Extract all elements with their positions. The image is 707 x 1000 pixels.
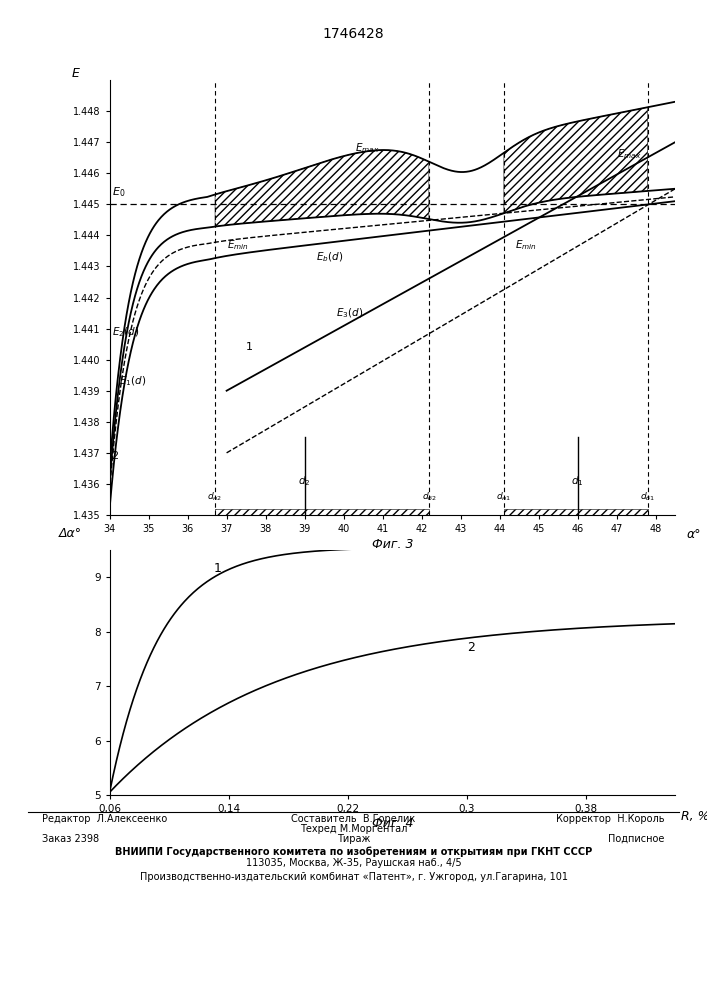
Text: Корректор  Н.Король: Корректор Н.Король bbox=[556, 814, 665, 824]
Text: $E_{min}$: $E_{min}$ bbox=[227, 238, 248, 252]
Text: $E_{min}$: $E_{min}$ bbox=[515, 238, 537, 252]
Text: $E_2(d)$: $E_2(d)$ bbox=[112, 325, 139, 339]
Text: $d_{б2}$: $d_{б2}$ bbox=[422, 490, 437, 503]
Text: $E_1(d)$: $E_1(d)$ bbox=[119, 375, 146, 388]
Text: 113035, Москва, Ж-35, Раушская наб., 4/5: 113035, Москва, Ж-35, Раушская наб., 4/5 bbox=[246, 858, 461, 868]
Text: Подписное: Подписное bbox=[608, 834, 665, 844]
Text: $d_{н1}$: $d_{н1}$ bbox=[496, 490, 511, 503]
Text: Составитель  В.Горелик: Составитель В.Горелик bbox=[291, 814, 416, 824]
Text: $E_{max}$: $E_{max}$ bbox=[617, 148, 641, 161]
Text: $E_{max}$: $E_{max}$ bbox=[356, 141, 380, 155]
Text: $d_1$: $d_1$ bbox=[571, 474, 584, 488]
Text: Фиг. 4: Фиг. 4 bbox=[372, 817, 413, 830]
Text: Техред М.Моргентал: Техред М.Моргентал bbox=[300, 824, 407, 834]
Text: α°: α° bbox=[686, 528, 701, 541]
Text: 1746428: 1746428 bbox=[322, 27, 385, 41]
Text: $E_0$: $E_0$ bbox=[112, 185, 125, 199]
Text: 2: 2 bbox=[112, 451, 119, 461]
Text: 1: 1 bbox=[246, 342, 253, 352]
Text: ВНИИПИ Государственного комитета по изобретениям и открытиям при ГКНТ СССР: ВНИИПИ Государственного комитета по изоб… bbox=[115, 846, 592, 857]
Text: Тираж: Тираж bbox=[337, 834, 370, 844]
Text: $E_b(d)$: $E_b(d)$ bbox=[316, 250, 344, 264]
Text: $E_3(d)$: $E_3(d)$ bbox=[336, 306, 363, 320]
Text: $d_{н2}$: $d_{н2}$ bbox=[207, 490, 223, 503]
Text: E: E bbox=[71, 67, 80, 80]
Text: Производственно-издательский комбинат «Патент», г. Ужгород, ул.Гагарина, 101: Производственно-издательский комбинат «П… bbox=[139, 872, 568, 882]
Text: Фиг. 3: Фиг. 3 bbox=[372, 538, 413, 551]
Text: Редактор  Л.Алексеенко: Редактор Л.Алексеенко bbox=[42, 814, 168, 824]
Text: Δα°: Δα° bbox=[59, 527, 81, 540]
Text: 1: 1 bbox=[214, 562, 222, 575]
Text: 2: 2 bbox=[467, 641, 474, 654]
Text: $d_{б1}$: $d_{б1}$ bbox=[641, 490, 655, 503]
Text: Заказ 2398: Заказ 2398 bbox=[42, 834, 100, 844]
Text: $d_2$: $d_2$ bbox=[298, 474, 311, 488]
Text: R, %: R, % bbox=[681, 810, 707, 823]
